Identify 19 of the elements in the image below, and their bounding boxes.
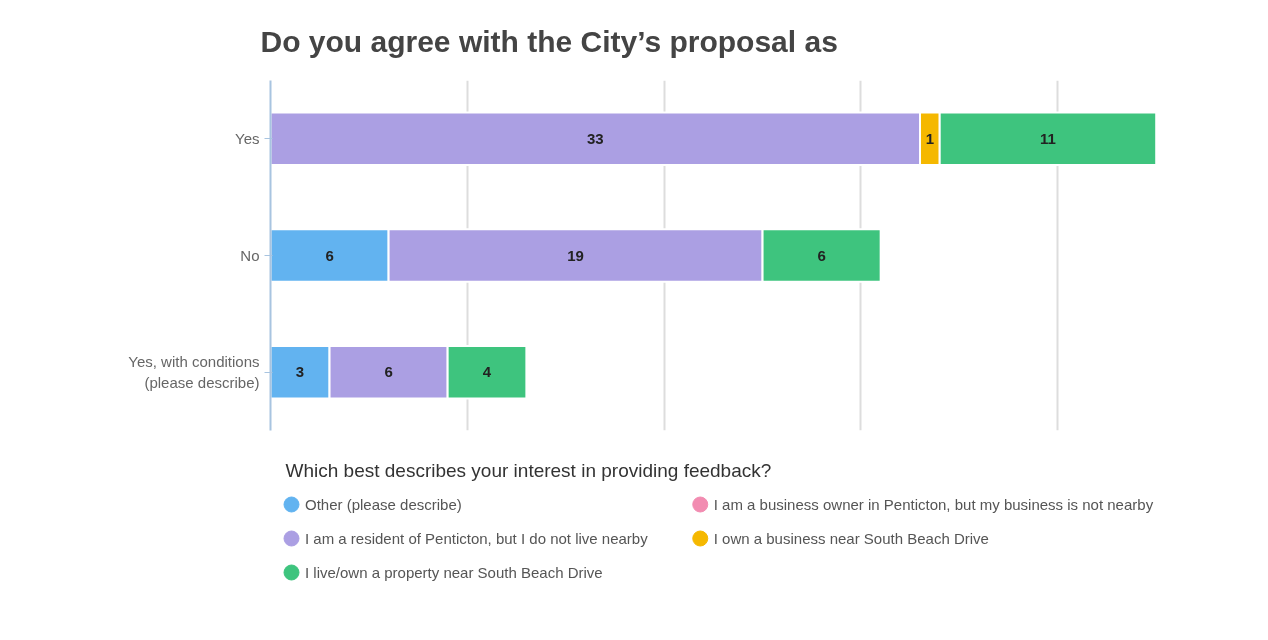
data-label: 3 bbox=[295, 363, 305, 381]
legend-title: Which best describes your interest in providing feedback? bbox=[285, 460, 772, 481]
chart-title: Do you agree with the City’s proposal as bbox=[260, 25, 838, 58]
data-label: 1 bbox=[925, 129, 935, 147]
data-label: 11 bbox=[1040, 129, 1056, 147]
data-label: 6 bbox=[817, 246, 826, 264]
data-label: 4 bbox=[482, 363, 492, 381]
y-tick-label: No bbox=[240, 247, 260, 264]
legend-label: Other (please describe) bbox=[305, 496, 462, 513]
data-label: 33 bbox=[586, 129, 604, 147]
y-tick-label: Yes, with conditions (please describe) bbox=[128, 353, 260, 391]
legend-label: I own a business near South Beach Drive bbox=[713, 530, 989, 547]
y-tick-label: Yes bbox=[235, 130, 260, 148]
legend-label: I live/own a property near South Beach Drive bbox=[305, 564, 603, 581]
data-label: 19 bbox=[567, 246, 584, 264]
data-label: 6 bbox=[384, 363, 393, 381]
legend-label: I am a resident of Penticton, but I do not live nearby bbox=[305, 530, 649, 547]
legend-label: I am a business owner in Penticton, but my business is not nearby bbox=[713, 496, 1154, 513]
data-label: 6 bbox=[325, 246, 334, 264]
